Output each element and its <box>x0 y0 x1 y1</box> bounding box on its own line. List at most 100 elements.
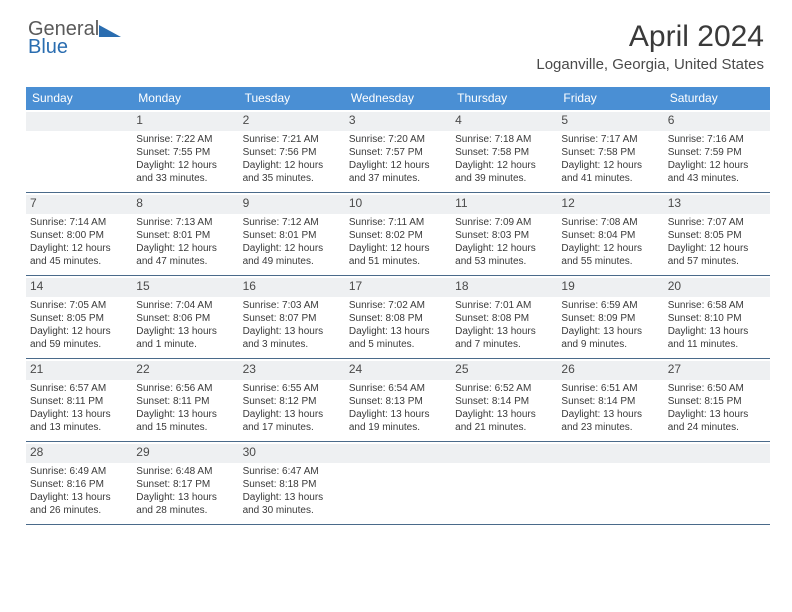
week-row: 7Sunrise: 7:14 AMSunset: 8:00 PMDaylight… <box>26 193 770 276</box>
info-line: Sunrise: 7:12 AM <box>243 216 341 229</box>
info-line: and 1 minute. <box>136 338 234 351</box>
day-cell: 18 Sunrise: 7:01 AMSunset: 8:08 PMDayligh… <box>451 276 557 358</box>
info-line: Sunset: 8:08 PM <box>455 312 553 325</box>
info-line: and 30 minutes. <box>243 504 341 517</box>
info-line: Sunrise: 7:17 AM <box>561 133 659 146</box>
info-line: Sunset: 8:05 PM <box>668 229 766 242</box>
day-number <box>557 444 663 463</box>
info-line: Sunset: 8:13 PM <box>349 395 447 408</box>
day-info: Sunrise: 7:04 AMSunset: 8:06 PMDaylight:… <box>136 299 234 351</box>
day-cell: 19Sunrise: 6:59 AMSunset: 8:09 PMDayligh… <box>557 276 663 358</box>
info-line: and 41 minutes. <box>561 172 659 185</box>
info-line: Daylight: 13 hours <box>561 325 659 338</box>
day-info: Sunrise: 6:52 AMSunset: 8:14 PMDaylight:… <box>455 382 553 434</box>
day-info: Sunrise: 7:21 AMSunset: 7:56 PMDaylight:… <box>243 133 341 185</box>
info-line: and 43 minutes. <box>668 172 766 185</box>
day-cell <box>664 442 770 524</box>
info-line: and 17 minutes. <box>243 421 341 434</box>
day-number <box>451 444 557 463</box>
day-info: Sunrise: 7:18 AMSunset: 7:58 PMDaylight:… <box>455 133 553 185</box>
info-line: and 35 minutes. <box>243 172 341 185</box>
day-number: 28 <box>26 444 132 463</box>
day-cell <box>345 442 451 524</box>
day-number: 8 <box>132 195 238 214</box>
info-line: Sunrise: 6:58 AM <box>668 299 766 312</box>
day-of-week-header: SundayMondayTuesdayWednesdayThursdayFrid… <box>26 87 770 110</box>
info-line: Sunset: 8:01 PM <box>243 229 341 242</box>
day-info: Sunrise: 6:59 AMSunset: 8:09 PMDaylight:… <box>561 299 659 351</box>
info-line: Daylight: 12 hours <box>561 159 659 172</box>
info-line: Sunrise: 6:49 AM <box>30 465 128 478</box>
info-line: Daylight: 13 hours <box>455 325 553 338</box>
day-info: Sunrise: 6:47 AMSunset: 8:18 PMDaylight:… <box>243 465 341 517</box>
info-line: Daylight: 12 hours <box>243 242 341 255</box>
info-line: Daylight: 12 hours <box>455 242 553 255</box>
info-line: Daylight: 13 hours <box>243 325 341 338</box>
info-line: Sunrise: 6:48 AM <box>136 465 234 478</box>
info-line: and 37 minutes. <box>349 172 447 185</box>
info-line: Sunset: 8:10 PM <box>668 312 766 325</box>
day-number: 4 <box>451 112 557 131</box>
info-line: and 9 minutes. <box>561 338 659 351</box>
day-number: 7 <box>26 195 132 214</box>
info-line: and 33 minutes. <box>136 172 234 185</box>
info-line: Sunrise: 7:04 AM <box>136 299 234 312</box>
info-line: Sunset: 7:58 PM <box>561 146 659 159</box>
info-line: Sunset: 8:08 PM <box>349 312 447 325</box>
day-number: 5 <box>557 112 663 131</box>
day-cell: 17Sunrise: 7:02 AMSunset: 8:08 PMDayligh… <box>345 276 451 358</box>
info-line: Sunset: 8:17 PM <box>136 478 234 491</box>
info-line: and 51 minutes. <box>349 255 447 268</box>
day-cell: 29Sunrise: 6:48 AMSunset: 8:17 PMDayligh… <box>132 442 238 524</box>
info-line: Daylight: 13 hours <box>136 325 234 338</box>
day-info: Sunrise: 7:01 AMSunset: 8:08 PMDaylight:… <box>455 299 553 351</box>
day-info: Sunrise: 7:20 AMSunset: 7:57 PMDaylight:… <box>349 133 447 185</box>
day-cell: 3Sunrise: 7:20 AMSunset: 7:57 PMDaylight… <box>345 110 451 192</box>
info-line: Sunset: 8:14 PM <box>561 395 659 408</box>
day-number <box>26 112 132 131</box>
day-cell: 23Sunrise: 6:55 AMSunset: 8:12 PMDayligh… <box>239 359 345 441</box>
day-cell: 2Sunrise: 7:21 AMSunset: 7:56 PMDaylight… <box>239 110 345 192</box>
info-line: Sunset: 8:11 PM <box>30 395 128 408</box>
day-number: 15 <box>132 278 238 297</box>
day-info: Sunrise: 7:05 AMSunset: 8:05 PMDaylight:… <box>30 299 128 351</box>
info-line: and 53 minutes. <box>455 255 553 268</box>
info-line: Sunrise: 7:02 AM <box>349 299 447 312</box>
day-cell: 24Sunrise: 6:54 AMSunset: 8:13 PMDayligh… <box>345 359 451 441</box>
info-line: Sunset: 8:12 PM <box>243 395 341 408</box>
dow-cell: Saturday <box>664 87 770 110</box>
info-line: Sunrise: 6:50 AM <box>668 382 766 395</box>
day-cell: 26Sunrise: 6:51 AMSunset: 8:14 PMDayligh… <box>557 359 663 441</box>
day-number: 6 <box>664 112 770 131</box>
info-line: and 5 minutes. <box>349 338 447 351</box>
info-line: Daylight: 12 hours <box>243 159 341 172</box>
dow-cell: Thursday <box>451 87 557 110</box>
day-info: Sunrise: 7:17 AMSunset: 7:58 PMDaylight:… <box>561 133 659 185</box>
day-number: 17 <box>345 278 451 297</box>
info-line: and 7 minutes. <box>455 338 553 351</box>
day-number <box>345 444 451 463</box>
info-line: Sunrise: 6:51 AM <box>561 382 659 395</box>
info-line: and 19 minutes. <box>349 421 447 434</box>
day-cell <box>557 442 663 524</box>
day-info: Sunrise: 7:07 AMSunset: 8:05 PMDaylight:… <box>668 216 766 268</box>
day-info: Sunrise: 6:51 AMSunset: 8:14 PMDaylight:… <box>561 382 659 434</box>
day-number: 22 <box>132 361 238 380</box>
day-number: 18 <box>451 278 557 297</box>
info-line: Sunset: 7:58 PM <box>455 146 553 159</box>
dow-cell: Sunday <box>26 87 132 110</box>
info-line: Sunrise: 6:55 AM <box>243 382 341 395</box>
day-number: 27 <box>664 361 770 380</box>
info-line: Sunrise: 6:59 AM <box>561 299 659 312</box>
info-line: and 57 minutes. <box>668 255 766 268</box>
info-line: Sunrise: 7:08 AM <box>561 216 659 229</box>
week-row: 21Sunrise: 6:57 AMSunset: 8:11 PMDayligh… <box>26 359 770 442</box>
day-number: 20 <box>664 278 770 297</box>
day-cell <box>451 442 557 524</box>
info-line: Daylight: 13 hours <box>668 408 766 421</box>
day-number: 9 <box>239 195 345 214</box>
day-number: 30 <box>239 444 345 463</box>
info-line: Daylight: 13 hours <box>30 408 128 421</box>
day-info: Sunrise: 7:22 AMSunset: 7:55 PMDaylight:… <box>136 133 234 185</box>
day-info: Sunrise: 6:49 AMSunset: 8:16 PMDaylight:… <box>30 465 128 517</box>
